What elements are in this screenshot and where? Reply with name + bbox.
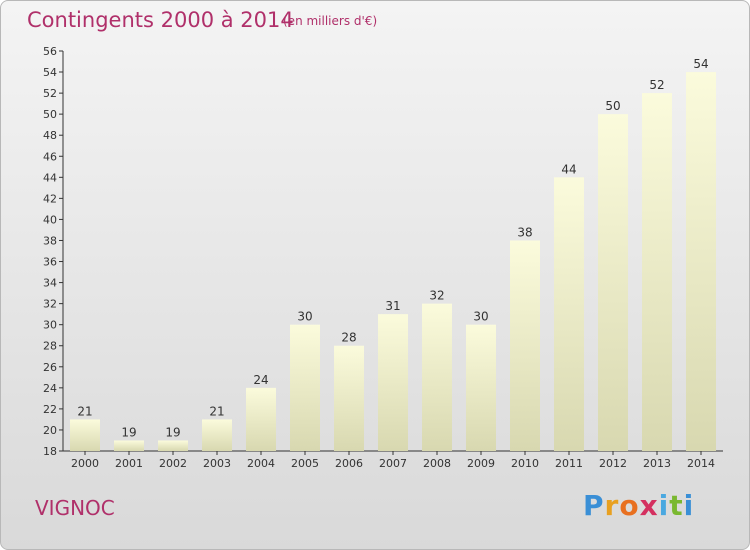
plot-area: 18 20 22 24 26 28 30 32 34 36 38 40 42 44 46 48 50 52 54 56… — [43, 45, 723, 470]
y-tick-label: 54 — [43, 66, 57, 79]
y-tick-label: 18 — [43, 445, 57, 458]
bar — [158, 440, 188, 451]
bar — [70, 419, 100, 451]
x-tick-label: 2000 — [71, 457, 99, 470]
bar-value-label: 19 — [165, 425, 180, 439]
logo-letter: i — [683, 489, 695, 522]
bar-value-label: 52 — [649, 78, 664, 92]
x-tick-label: 2005 — [291, 457, 319, 470]
x-tick-label: 2002 — [159, 457, 187, 470]
logo-letter: r — [604, 489, 620, 522]
bar-value-label: 21 — [77, 404, 92, 418]
x-tick-label: 2004 — [247, 457, 275, 470]
bar — [246, 387, 276, 451]
bar-value-label: 30 — [473, 310, 488, 324]
chart-title: Contingents 2000 à 2014 — [27, 8, 294, 32]
y-tick-label: 28 — [43, 340, 57, 353]
bar — [290, 324, 320, 451]
bar — [378, 314, 408, 451]
y-tick-label: 20 — [43, 424, 57, 437]
logo-letter: t — [669, 489, 684, 522]
y-tick-label: 22 — [43, 403, 57, 416]
proxiti-logo: Proxiti — [583, 489, 694, 522]
bar-value-label: 24 — [253, 373, 268, 387]
bar — [686, 72, 716, 451]
bar-value-label: 44 — [561, 162, 576, 176]
bar-value-label: 38 — [517, 225, 532, 239]
bar-value-label: 30 — [297, 310, 312, 324]
bar-value-label: 54 — [693, 57, 708, 71]
x-tick-label: 2013 — [643, 457, 671, 470]
x-tick-label: 2007 — [379, 457, 407, 470]
logo-letter: x — [639, 489, 659, 522]
logo-letter: P — [583, 489, 605, 522]
bar — [554, 177, 584, 451]
y-tick-label: 40 — [43, 213, 57, 226]
bar — [466, 324, 496, 451]
x-tick-label: 2003 — [203, 457, 231, 470]
bar-value-label: 32 — [429, 289, 444, 303]
logo-letter: i — [658, 489, 670, 522]
bar — [114, 440, 144, 451]
commune-name: VIGNOC — [35, 496, 115, 520]
y-tick-label: 56 — [43, 45, 57, 58]
bar-value-label: 19 — [121, 425, 136, 439]
x-tick-label: 2011 — [555, 457, 583, 470]
y-tick-label: 46 — [43, 150, 57, 163]
bar-value-label: 50 — [605, 99, 620, 113]
x-tick-label: 2009 — [467, 457, 495, 470]
bar-value-label: 31 — [385, 299, 400, 313]
y-tick-label: 42 — [43, 192, 57, 205]
y-tick-label: 34 — [43, 277, 57, 290]
x-tick-label: 2010 — [511, 457, 539, 470]
chart-unit: (en milliers d'€) — [283, 14, 378, 28]
x-tick-label: 2014 — [687, 457, 715, 470]
x-tick-label: 2006 — [335, 457, 363, 470]
bar — [334, 345, 364, 451]
y-tick-label: 32 — [43, 298, 57, 311]
bar — [422, 303, 452, 451]
bar-value-label: 28 — [341, 331, 356, 345]
y-tick-label: 24 — [43, 382, 57, 395]
y-tick-label: 44 — [43, 171, 57, 184]
y-tick-label: 38 — [43, 234, 57, 247]
x-tick-label: 2012 — [599, 457, 627, 470]
bar — [642, 93, 672, 452]
y-tick-label: 50 — [43, 108, 57, 121]
x-tick-label: 2001 — [115, 457, 143, 470]
y-tick-label: 26 — [43, 361, 57, 374]
bar — [202, 419, 232, 451]
y-tick-label: 30 — [43, 319, 57, 332]
bar — [598, 114, 628, 451]
y-tick-label: 52 — [43, 87, 57, 100]
logo-letter: o — [619, 489, 640, 522]
bar — [510, 240, 540, 451]
bar-value-label: 21 — [209, 404, 224, 418]
y-tick-label: 48 — [43, 129, 57, 142]
y-tick-label: 36 — [43, 256, 57, 269]
x-tick-label: 2008 — [423, 457, 451, 470]
